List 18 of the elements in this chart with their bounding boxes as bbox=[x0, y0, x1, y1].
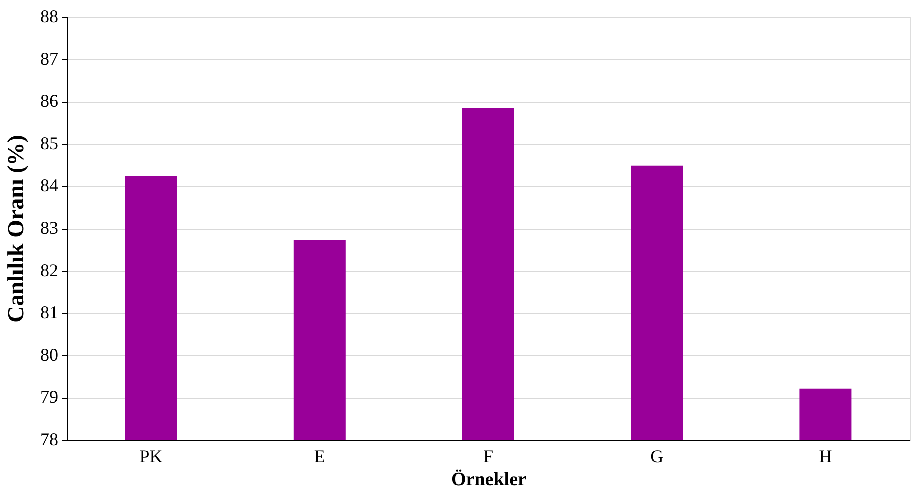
y-tick-label: 85 bbox=[40, 133, 58, 154]
y-tick-label: 78 bbox=[40, 430, 58, 450]
x-axis-title: Örnekler bbox=[452, 470, 528, 490]
y-tick-label: 81 bbox=[40, 302, 58, 323]
x-tick-label: E bbox=[314, 446, 326, 466]
x-tick-label: PK bbox=[140, 446, 163, 466]
y-tick-label: 88 bbox=[40, 6, 58, 26]
y-tick-label: 82 bbox=[40, 260, 58, 280]
y-tick-label: 84 bbox=[40, 176, 58, 196]
y-tick-label: 80 bbox=[40, 344, 58, 365]
y-tick-label: 86 bbox=[40, 91, 58, 112]
x-tick-label: G bbox=[650, 446, 664, 466]
y-tick-label: 83 bbox=[40, 218, 58, 238]
y-tick-label: 87 bbox=[40, 48, 58, 69]
x-tick-label: H bbox=[819, 446, 832, 466]
y-tick-label: 79 bbox=[40, 387, 58, 408]
y-axis-title: Canlılık Oranı (%) bbox=[4, 135, 28, 323]
x-tick-label: F bbox=[483, 446, 494, 466]
